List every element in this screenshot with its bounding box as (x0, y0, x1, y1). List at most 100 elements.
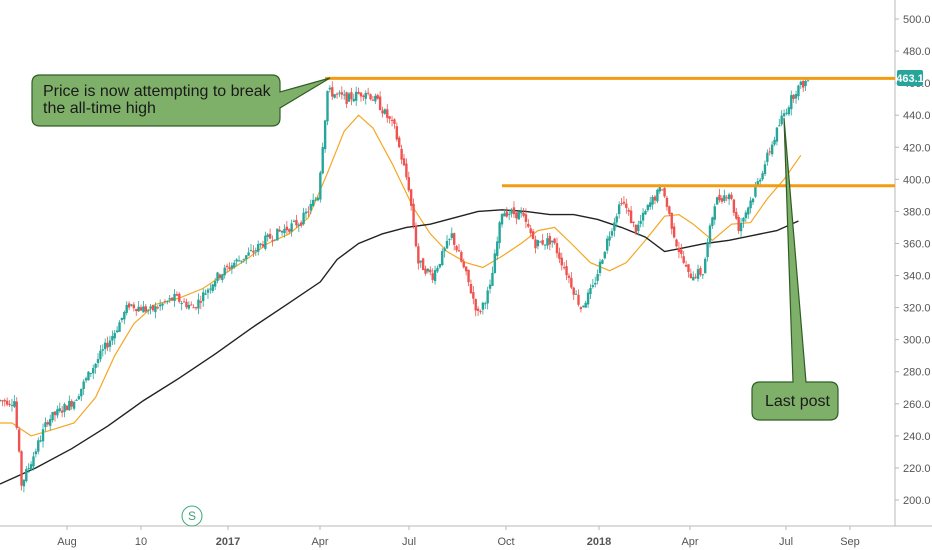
candle-body (429, 269, 432, 273)
candle-body (92, 368, 95, 374)
candle-body (147, 310, 150, 312)
y-tick-label: 340.0 (903, 271, 931, 283)
candle-body (484, 303, 487, 305)
callout-all-time-high[interactable]: Price is now attempting to break the all… (31, 74, 331, 127)
candle-body (503, 213, 506, 217)
candle-body (603, 251, 607, 259)
candle-body (22, 479, 26, 487)
candle-body (94, 363, 97, 368)
time-axis[interactable]: Aug 10 2017 Apr Jul Oct 2018 Apr Jul Sep (57, 526, 860, 548)
price-axis[interactable]: 500.0480.0460.0440.0420.0400.0380.0360.0… (895, 14, 931, 507)
candle-body (785, 112, 788, 114)
candle-body (512, 207, 516, 215)
candle-body (386, 109, 389, 118)
candle-body (665, 197, 669, 207)
x-tick-label: Jul (779, 536, 793, 548)
svg-text:Last post: Last post (765, 393, 830, 410)
candle-body (225, 265, 229, 268)
candle-body (594, 283, 597, 285)
candle-body (170, 297, 174, 301)
candle-body (369, 94, 372, 100)
candle-body (96, 359, 100, 363)
candle-body (132, 304, 136, 309)
candle-body (766, 152, 769, 162)
candle-body (323, 120, 327, 150)
candle-body (735, 211, 738, 219)
candle-body (80, 388, 83, 397)
candle-body (34, 451, 38, 455)
candle-body (84, 378, 88, 381)
candle-body (156, 307, 159, 309)
candle-body (486, 290, 489, 304)
candle-body (398, 137, 401, 148)
candle-body (608, 236, 611, 241)
candle-body (510, 209, 513, 214)
candle-body (787, 107, 791, 115)
candle-body (366, 92, 370, 94)
candle-body (601, 260, 604, 264)
candle-body (221, 274, 224, 281)
candle-body (41, 429, 45, 442)
candle-body (175, 294, 179, 296)
candle-body (431, 273, 434, 280)
candle-body (718, 194, 721, 201)
candle-body (670, 212, 673, 229)
candle-body (388, 116, 391, 119)
candle-body (237, 260, 241, 262)
candle-body (620, 202, 623, 204)
candle-body (653, 196, 657, 201)
moving-average-short-line (0, 114, 802, 437)
candle-body (10, 404, 14, 406)
x-tick-label: Apr (681, 536, 698, 548)
candle-body (617, 204, 621, 215)
candle-body (235, 259, 238, 262)
candle-body (517, 211, 520, 220)
candle-body (120, 317, 124, 321)
candle-body (271, 240, 274, 242)
candle-body (381, 110, 384, 114)
candle-body (249, 250, 253, 252)
y-tick-label: 380.0 (903, 206, 931, 218)
candle-body (161, 303, 164, 306)
candle-body (488, 284, 492, 289)
candle-body (677, 247, 681, 253)
resistance-lines[interactable] (325, 76, 895, 188)
candle-body (125, 305, 128, 313)
candle-body (56, 409, 59, 416)
candle-body (794, 94, 798, 99)
candle-body (5, 400, 9, 405)
candle-body (390, 119, 394, 121)
candle-body (560, 257, 563, 266)
candle-body (187, 304, 191, 309)
candle-body (574, 293, 578, 295)
candle-body (577, 294, 580, 305)
candle-body (570, 277, 573, 288)
candle-body (739, 223, 743, 232)
tradingview-s-icon[interactable]: S (181, 505, 203, 527)
candle-body (551, 240, 554, 243)
candle-body (651, 196, 654, 205)
candle-body (613, 222, 616, 231)
candle-body (300, 222, 303, 226)
s-icon-circle (181, 505, 203, 527)
candle-body (402, 158, 406, 166)
candle-body (498, 222, 501, 243)
candle-body (773, 139, 776, 145)
candle-body (529, 228, 532, 234)
candle-body (70, 400, 73, 407)
candle-body (180, 303, 183, 305)
candle-body (572, 287, 575, 295)
callout-last-post[interactable]: Last post (751, 117, 839, 421)
candle-body (178, 293, 181, 302)
candle-body (680, 249, 683, 254)
candle-body (378, 96, 382, 111)
candle-body (649, 202, 652, 207)
candle-body (359, 92, 363, 97)
candle-body (264, 235, 267, 249)
candle-body (445, 240, 449, 249)
y-tick-label: 240.0 (903, 431, 931, 443)
candle-body (768, 151, 771, 153)
candle-body (448, 238, 451, 240)
candle-body (302, 212, 305, 225)
